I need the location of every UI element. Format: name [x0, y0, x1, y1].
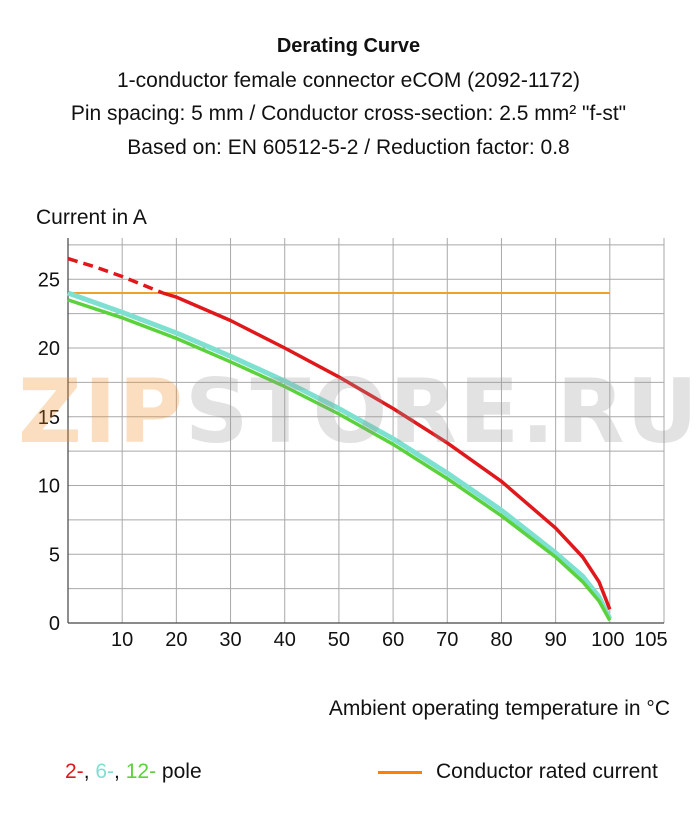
y-tick-label: 5: [49, 544, 60, 566]
x-tick-label: 100: [591, 629, 624, 651]
watermark-part-2: STORE.RU: [185, 360, 697, 463]
x-tick-label: 60: [382, 629, 404, 651]
y-axis-label: Current in A: [36, 206, 147, 229]
series-12-pole-line: [67, 298, 612, 622]
chart-titles: Derating Curve 1-conductor female connec…: [0, 30, 697, 164]
x-tick-label: 10: [111, 629, 133, 651]
y-tick-label: 10: [38, 476, 60, 498]
series-2-pole-extrapolated-line: [67, 256, 164, 295]
chart-title: Derating Curve: [276, 35, 421, 57]
legend-separator: ,: [114, 760, 126, 783]
series-2-pole-line: [162, 291, 612, 610]
x-tick-label: 105: [634, 629, 667, 651]
x-tick-label: 30: [219, 629, 241, 651]
y-tick-label: 20: [38, 338, 60, 360]
legend-pole-suffix: pole: [161, 760, 202, 783]
legend-pole-6: 6-: [95, 760, 115, 783]
legend-pole-12: 12-: [125, 760, 157, 783]
x-tick-label: 70: [436, 629, 458, 651]
legend-pole-2: 2-: [65, 760, 84, 783]
y-tick-label: 0: [49, 613, 60, 635]
legend-rated-current: Conductor rated current: [378, 760, 658, 784]
y-tick-label: 25: [38, 269, 60, 291]
chart-subtitle-3: Based on: EN 60512-5-2 / Reduction facto…: [127, 135, 570, 159]
legend-poles: 2-, 6-, 12- pole: [65, 760, 202, 784]
legend-separator: ,: [83, 760, 96, 783]
chart-subtitle-1: 1-conductor female connector eCOM (2092-…: [116, 68, 580, 92]
watermark-part-1: ZIP: [18, 360, 186, 463]
x-tick-label: 50: [328, 629, 350, 651]
watermark: ZIPSTORE.RU: [18, 360, 697, 463]
x-axis-label: Ambient operating temperature in °C: [329, 697, 670, 720]
x-tick-label: 90: [545, 629, 567, 651]
y-tick-label: 15: [38, 407, 60, 429]
x-tick-label: 40: [274, 629, 296, 651]
legend-rated-label: Conductor rated current: [436, 760, 658, 783]
x-tick-label: 20: [165, 629, 187, 651]
legend-rated-swatch: [378, 770, 422, 774]
series-6-pole-line: [67, 290, 613, 621]
chart-subtitle-2: Pin spacing: 5 mm / Conductor cross-sect…: [70, 102, 627, 125]
x-tick-label: 80: [490, 629, 512, 651]
